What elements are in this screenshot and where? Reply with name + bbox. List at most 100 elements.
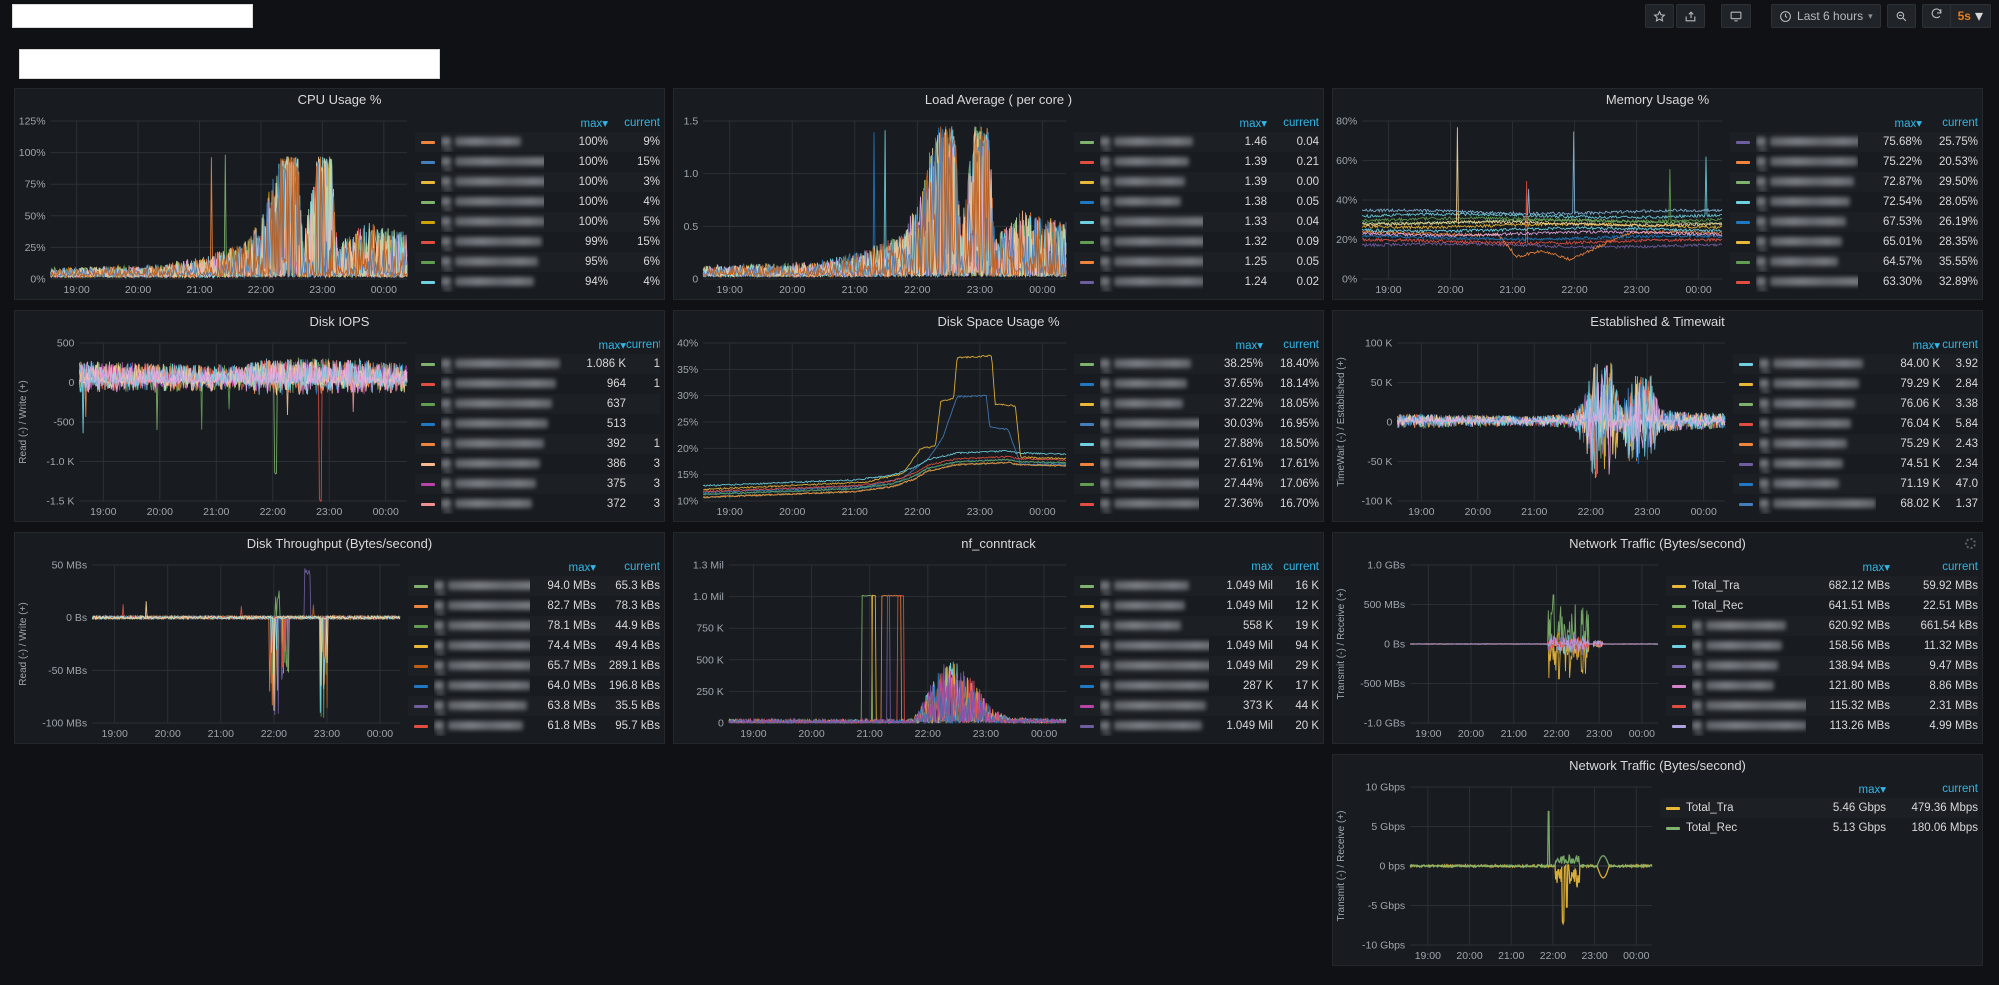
- legend-header-current[interactable]: current: [624, 560, 660, 573]
- legend-row[interactable]: 65.01% 28.35%: [1730, 232, 1978, 252]
- legend-header-current[interactable]: current: [624, 116, 660, 129]
- legend-header-max[interactable]: max▾: [1235, 339, 1264, 352]
- legend-series-name-redacted[interactable]: [1100, 474, 1199, 494]
- panel-title[interactable]: nf_conntrack: [961, 536, 1036, 551]
- legend-series-name-redacted[interactable]: [1100, 252, 1203, 272]
- tv-mode-button[interactable]: [1721, 4, 1752, 28]
- legend-row[interactable]: 1.39 0.00: [1074, 172, 1319, 192]
- legend-series-name-redacted[interactable]: [434, 636, 530, 656]
- legend-series-name-redacted[interactable]: [1759, 374, 1876, 394]
- legend-series-name-redacted[interactable]: [441, 192, 544, 212]
- legend-header-current[interactable]: current: [626, 338, 660, 351]
- legend-series-name-redacted[interactable]: [441, 414, 562, 434]
- legend-row[interactable]: 1.46 0.04: [1074, 132, 1319, 152]
- legend-row[interactable]: 100% 3%: [415, 172, 660, 192]
- legend-header-current[interactable]: current: [1283, 116, 1319, 129]
- legend-series-name-redacted[interactable]: [1100, 596, 1209, 616]
- legend-row[interactable]: 78.1 MBs 44.9 kBs: [408, 616, 660, 636]
- legend-header-max[interactable]: max: [1251, 560, 1273, 573]
- legend-row[interactable]: 71.19 K 47.0: [1733, 474, 1978, 494]
- legend-row[interactable]: 76.04 K 5.84: [1733, 414, 1978, 434]
- legend-row[interactable]: 964 1: [415, 374, 660, 394]
- star-button[interactable]: [1645, 4, 1675, 28]
- time-series-chart[interactable]: 19:00 20:00 21:00 22:00 23:00 00:00 500 0 -500 -1…: [15, 333, 415, 519]
- legend-row[interactable]: 372 3: [415, 494, 660, 514]
- legend-header-current[interactable]: current: [1283, 338, 1319, 351]
- share-button[interactable]: [1676, 4, 1706, 28]
- legend-series-name[interactable]: Total_Rec: [1692, 600, 1744, 612]
- legend-row[interactable]: 27.36% 16.70%: [1074, 494, 1319, 514]
- time-range-picker[interactable]: Last 6 hours ▾: [1771, 4, 1881, 28]
- legend-row[interactable]: 27.44% 17.06%: [1074, 474, 1319, 494]
- legend-row[interactable]: 100% 4%: [415, 192, 660, 212]
- legend-series-name-redacted[interactable]: [1100, 616, 1209, 636]
- legend-header-max[interactable]: max▾: [1858, 783, 1887, 796]
- legend-row[interactable]: 72.54% 28.05%: [1730, 192, 1978, 212]
- legend-row[interactable]: 392 1: [415, 434, 660, 454]
- legend-row[interactable]: 64.0 MBs 196.8 kBs: [408, 676, 660, 696]
- legend-series-name-redacted[interactable]: [1759, 474, 1876, 494]
- legend-row[interactable]: 1.39 0.21: [1074, 152, 1319, 172]
- legend-series-name-redacted[interactable]: [441, 252, 544, 272]
- legend-series-name-redacted[interactable]: [1756, 212, 1858, 232]
- panel-title[interactable]: Disk Space Usage %: [937, 314, 1060, 329]
- legend-row[interactable]: 67.53% 26.19%: [1730, 212, 1978, 232]
- legend-series-name-redacted[interactable]: [1756, 232, 1858, 252]
- legend-row[interactable]: 72.87% 29.50%: [1730, 172, 1978, 192]
- legend-row[interactable]: 82.7 MBs 78.3 kBs: [408, 596, 660, 616]
- legend-row[interactable]: 113.26 MBs 4.99 MBs: [1666, 716, 1978, 736]
- legend-header-max[interactable]: max▾: [580, 117, 609, 130]
- legend-series-name-redacted[interactable]: [434, 696, 530, 716]
- legend-row[interactable]: 1.049 Mil 12 K: [1074, 596, 1319, 616]
- legend-series-name-redacted[interactable]: [1100, 132, 1203, 152]
- legend-series-name-redacted[interactable]: [1100, 454, 1199, 474]
- legend-series-name-redacted[interactable]: [1100, 636, 1209, 656]
- legend-series-name-redacted[interactable]: [1100, 232, 1203, 252]
- legend-series-name-redacted[interactable]: [1100, 656, 1209, 676]
- legend-series-name-redacted[interactable]: [1756, 192, 1858, 212]
- time-series-chart[interactable]: 19:00 20:00 21:00 22:00 23:00 00:00 80% 60% 40% 2…: [1333, 111, 1730, 297]
- legend-series-name-redacted[interactable]: [1100, 152, 1203, 172]
- legend-series-name-redacted[interactable]: [441, 434, 562, 454]
- legend-row[interactable]: 1.086 K 1: [415, 354, 660, 374]
- legend-row[interactable]: 620.92 MBs 661.54 kBs: [1666, 616, 1978, 636]
- legend-row[interactable]: 27.61% 17.61%: [1074, 454, 1319, 474]
- legend-row[interactable]: Total_Tra 682.12 MBs 59.92 MBs: [1666, 576, 1978, 596]
- legend-series-name-redacted[interactable]: [1100, 696, 1209, 716]
- refresh-button[interactable]: [1923, 5, 1950, 27]
- refresh-interval-dropdown[interactable]: 5s ▾: [1949, 5, 1990, 27]
- legend-series-name-redacted[interactable]: [1756, 172, 1858, 192]
- legend-series-name-redacted[interactable]: [1100, 394, 1199, 414]
- time-series-chart[interactable]: 19:00 20:00 21:00 22:00 23:00 00:00 50 MBs 0 Bs…: [15, 555, 408, 741]
- legend-row[interactable]: 1.25 0.05: [1074, 252, 1319, 272]
- legend-row[interactable]: 158.56 MBs 11.32 MBs: [1666, 636, 1978, 656]
- panel-title[interactable]: Disk IOPS: [309, 314, 370, 329]
- legend-series-name-redacted[interactable]: [441, 354, 562, 374]
- legend-row[interactable]: 637: [415, 394, 660, 414]
- legend-series-name-cell[interactable]: Total_Tra: [1692, 576, 1806, 596]
- legend-series-name-redacted[interactable]: [434, 576, 530, 596]
- zoom-out-button[interactable]: [1886, 4, 1916, 28]
- legend-row[interactable]: 75.68% 25.75%: [1730, 132, 1978, 152]
- legend-series-name-cell[interactable]: Total_Rec: [1692, 596, 1806, 616]
- legend-row[interactable]: 74.4 MBs 49.4 kBs: [408, 636, 660, 656]
- legend-header-current[interactable]: current: [1942, 116, 1978, 129]
- legend-series-name-redacted[interactable]: [1756, 272, 1858, 292]
- time-series-chart[interactable]: 19:00 20:00 21:00 22:00 23:00 00:00 1.3 Mil 1.0…: [674, 555, 1074, 741]
- legend-row[interactable]: Total_Rec 641.51 MBs 22.51 MBs: [1666, 596, 1978, 616]
- legend-row[interactable]: 94.0 MBs 65.3 kBs: [408, 576, 660, 596]
- legend-series-name-redacted[interactable]: [1100, 212, 1203, 232]
- panel-title[interactable]: Established & Timewait: [1590, 314, 1725, 329]
- legend-row[interactable]: 76.06 K 3.38: [1733, 394, 1978, 414]
- legend-row[interactable]: 95% 6%: [415, 252, 660, 272]
- legend-header-max[interactable]: max▾: [568, 561, 597, 574]
- legend-row[interactable]: 74.51 K 2.34: [1733, 454, 1978, 474]
- legend-series-name-redacted[interactable]: [441, 474, 562, 494]
- legend-series-name-redacted[interactable]: [441, 494, 562, 514]
- legend-header-current[interactable]: current: [1942, 782, 1978, 795]
- legend-series-name-redacted[interactable]: [1100, 374, 1199, 394]
- legend-series-name-redacted[interactable]: [1100, 434, 1199, 454]
- time-series-chart[interactable]: 19:00 20:00 21:00 22:00 23:00 00:00 1.0 GBs 500…: [1333, 555, 1666, 741]
- legend-series-name-redacted[interactable]: [1756, 252, 1858, 272]
- legend-header-current[interactable]: current: [1942, 338, 1978, 351]
